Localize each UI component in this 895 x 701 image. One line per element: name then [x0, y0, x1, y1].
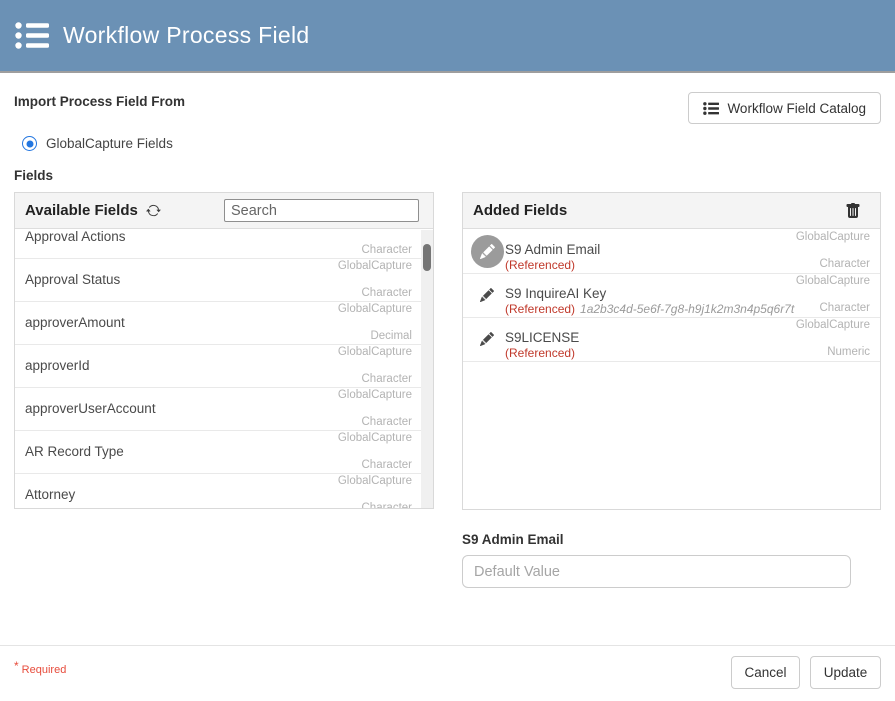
default-value-field-label: S9 Admin Email [462, 532, 564, 547]
search-input[interactable] [224, 199, 419, 222]
field-type: Character [361, 416, 413, 428]
available-field-row[interactable]: GlobalCapture Approval Status Character [15, 259, 421, 302]
referenced-tag: (Referenced) [505, 302, 576, 316]
field-name: approverAmount [25, 315, 125, 330]
field-type: Numeric [827, 346, 870, 358]
field-name: Approval Status [25, 272, 121, 287]
globalcapture-radio[interactable] [22, 136, 37, 151]
radio-selected-dot [26, 140, 33, 147]
added-fields-title: Added Fields [473, 202, 568, 219]
list-icon [703, 101, 720, 116]
trash-icon[interactable] [845, 202, 861, 219]
field-source: GlobalCapture [337, 389, 412, 401]
footer-divider [0, 645, 895, 646]
pencil-icon[interactable] [471, 235, 504, 268]
added-field-row[interactable]: S9LICENSE (Referenced) GlobalCapture Num… [463, 318, 880, 362]
available-fields-title: Available Fields [25, 202, 138, 219]
scrollbar-track[interactable] [421, 230, 433, 508]
added-fields-panel: Added Fields S9 Admin Email (Referenced)… [462, 192, 881, 510]
required-asterisk: * [14, 659, 19, 673]
fields-section-label: Fields [14, 168, 54, 183]
field-type: Character [361, 502, 413, 508]
field-name: approverUserAccount [25, 401, 156, 416]
available-fields-panel: Available Fields GlobalCapture Approval … [14, 192, 434, 509]
update-button[interactable]: Update [810, 656, 881, 689]
pencil-icon[interactable] [480, 332, 494, 346]
available-field-row[interactable]: GlobalCapture approverUserAccount Charac… [15, 388, 421, 431]
added-field-row[interactable]: S9 Admin Email (Referenced) GlobalCaptur… [463, 230, 880, 274]
field-name: Attorney [25, 487, 76, 502]
field-source: GlobalCapture [337, 475, 412, 487]
added-fields-header: Added Fields [463, 193, 880, 229]
available-fields-header: Available Fields [15, 193, 433, 229]
available-field-row[interactable]: GlobalCapture Attorney Character [15, 474, 421, 508]
available-field-row[interactable]: GlobalCapture AR Record Type Character [15, 431, 421, 474]
available-field-row[interactable]: GlobalCapture Approval Actions Character [15, 230, 421, 259]
import-process-field-label: Import Process Field From [14, 94, 186, 109]
field-type: Character [361, 287, 413, 299]
referenced-tag: (Referenced) [505, 258, 576, 272]
available-fields-list: GlobalCapture Approval Actions Character… [15, 230, 421, 508]
field-source: GlobalCapture [337, 260, 412, 272]
required-text: Required [21, 664, 67, 676]
list-icon [15, 20, 49, 51]
field-source: GlobalCapture [337, 303, 412, 315]
referenced-line: (Referenced) [505, 258, 575, 272]
added-field-name: S9LICENSE [505, 330, 580, 345]
added-field-row[interactable]: S9 InquireAI Key (Referenced) 1a2b3c4d-5e… [463, 274, 880, 318]
cancel-button[interactable]: Cancel [731, 656, 800, 689]
field-type: Character [819, 258, 871, 270]
referenced-tag: (Referenced) [505, 346, 576, 360]
field-source: GlobalCapture [337, 346, 412, 358]
scrollbar-thumb[interactable] [423, 244, 431, 271]
app-header: Workflow Process Field [0, 0, 895, 73]
field-type: Decimal [370, 330, 412, 342]
referenced-value: 1a2b3c4d-5e6f-7g8-h9j1k2m3n4p5q6r7t [580, 302, 795, 316]
field-source: GlobalCapture [795, 275, 870, 287]
field-name: approverId [25, 358, 90, 373]
required-note: * Required [14, 659, 66, 676]
referenced-line: (Referenced) [505, 346, 575, 360]
added-field-name: S9 InquireAI Key [505, 286, 607, 301]
pencil-icon[interactable] [480, 288, 494, 302]
globalcapture-radio-label: GlobalCapture Fields [46, 136, 173, 151]
field-source: GlobalCapture [337, 432, 412, 444]
available-field-row[interactable]: GlobalCapture approverAmount Decimal [15, 302, 421, 345]
catalog-button-label: Workflow Field Catalog [727, 100, 866, 116]
referenced-line: (Referenced) 1a2b3c4d-5e6f-7g8-h9j1k2m3n4… [505, 302, 794, 316]
field-type: Character [361, 373, 413, 385]
added-fields-list: S9 Admin Email (Referenced) GlobalCaptur… [463, 230, 880, 362]
field-name: AR Record Type [25, 444, 124, 459]
default-value-input[interactable] [462, 555, 851, 588]
field-type: Character [819, 302, 871, 314]
workflow-field-catalog-button[interactable]: Workflow Field Catalog [688, 92, 881, 124]
page-title: Workflow Process Field [63, 22, 310, 48]
globalcapture-radio-row: GlobalCapture Fields [22, 136, 173, 151]
added-field-name: S9 Admin Email [505, 242, 601, 257]
refresh-icon[interactable] [146, 203, 161, 218]
field-type: Character [361, 244, 413, 256]
available-field-row[interactable]: GlobalCapture approverId Character [15, 345, 421, 388]
field-source: GlobalCapture [795, 319, 870, 331]
field-name: Approval Actions [25, 230, 126, 244]
field-source: GlobalCapture [795, 231, 870, 243]
field-type: Character [361, 459, 413, 471]
